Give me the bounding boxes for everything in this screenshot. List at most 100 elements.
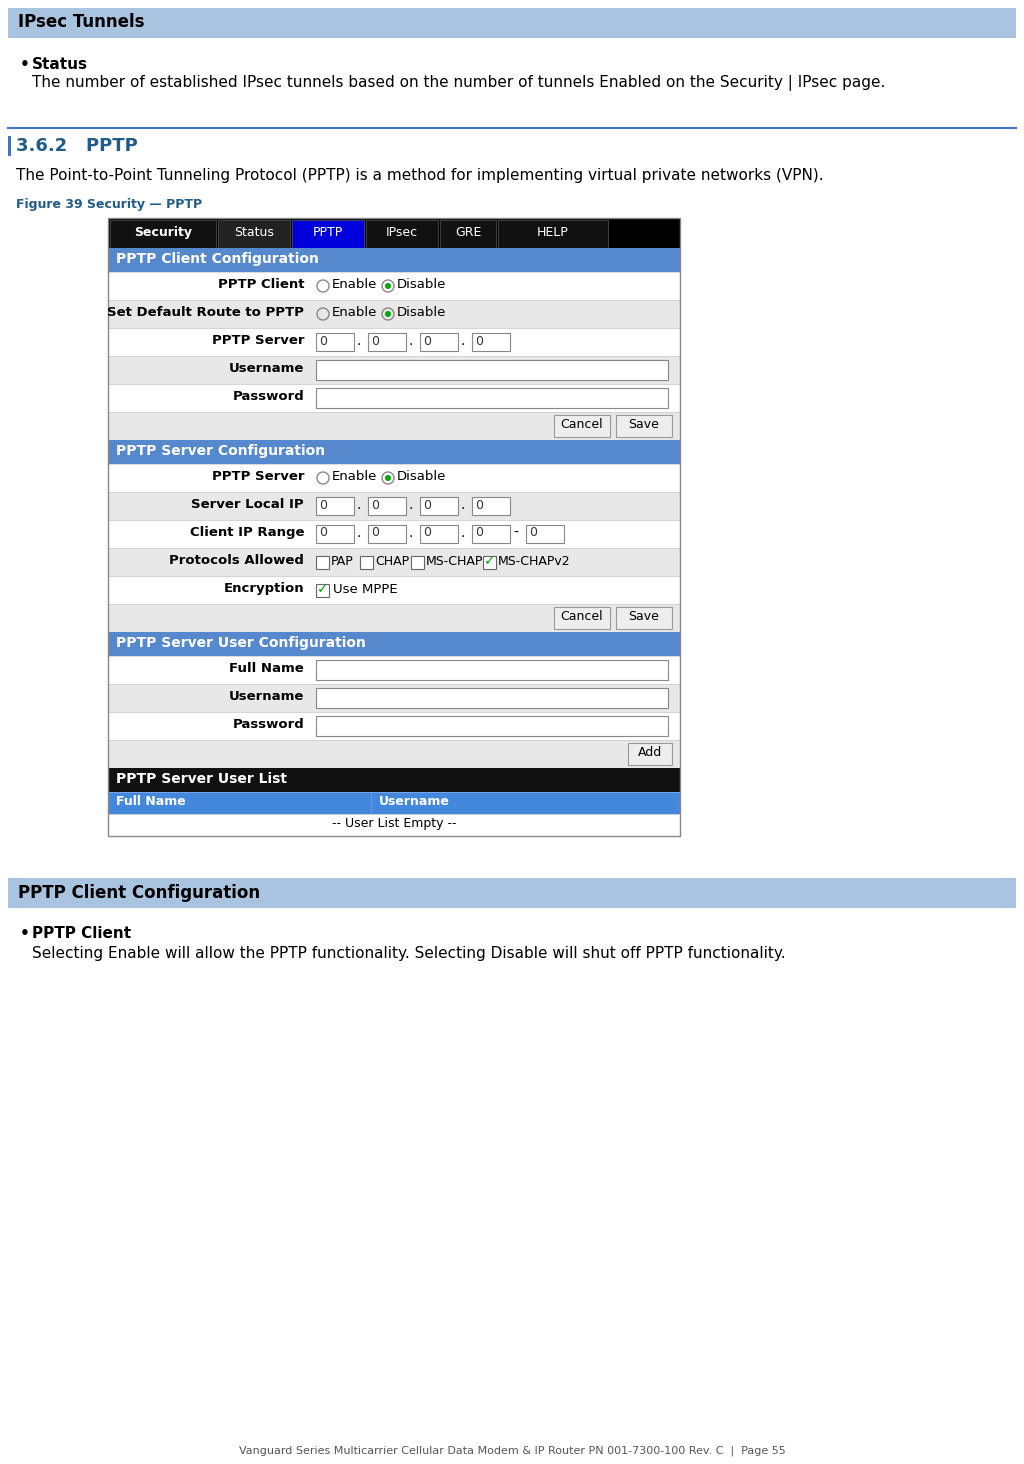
Bar xyxy=(420,496,458,515)
Text: Username: Username xyxy=(228,690,304,703)
Text: 3.6.2   PPTP: 3.6.2 PPTP xyxy=(16,138,138,155)
Bar xyxy=(8,7,1016,38)
Bar xyxy=(108,218,680,247)
Bar xyxy=(360,555,373,568)
Text: Protocols Allowed: Protocols Allowed xyxy=(169,553,304,567)
Text: ✓: ✓ xyxy=(317,583,329,596)
Text: MS-CHAP: MS-CHAP xyxy=(426,555,483,568)
Text: .: . xyxy=(356,498,360,512)
Bar xyxy=(218,220,290,247)
Text: Vanguard Series Multicarrier Cellular Data Modem & IP Router PN 001-7300-100 Rev: Vanguard Series Multicarrier Cellular Da… xyxy=(239,1445,785,1455)
Bar xyxy=(108,712,680,739)
Text: PPTP Server: PPTP Server xyxy=(212,470,304,483)
Bar xyxy=(108,272,680,300)
Text: PAP: PAP xyxy=(331,555,353,568)
Bar xyxy=(371,792,680,814)
Text: MS-CHAPv2: MS-CHAPv2 xyxy=(498,555,570,568)
Bar xyxy=(292,220,364,247)
Text: PPTP Client: PPTP Client xyxy=(32,927,131,941)
Text: Security: Security xyxy=(134,225,193,239)
Text: 0: 0 xyxy=(371,526,379,539)
Text: Cancel: Cancel xyxy=(561,419,603,430)
Bar xyxy=(108,247,680,272)
Text: PPTP Client Configuration: PPTP Client Configuration xyxy=(18,884,260,902)
Bar xyxy=(526,526,564,543)
Bar xyxy=(108,814,680,836)
Bar xyxy=(108,605,680,632)
Text: 0: 0 xyxy=(319,526,327,539)
Bar xyxy=(316,496,354,515)
Bar xyxy=(554,414,610,436)
Bar xyxy=(420,526,458,543)
Text: IPsec Tunnels: IPsec Tunnels xyxy=(18,13,144,31)
Bar xyxy=(366,220,438,247)
Bar xyxy=(316,660,668,679)
Text: .: . xyxy=(460,526,464,540)
Bar xyxy=(108,739,680,769)
Bar xyxy=(108,441,680,464)
Bar xyxy=(108,356,680,384)
Bar xyxy=(472,332,510,351)
Bar xyxy=(8,878,1016,908)
Bar xyxy=(628,744,672,766)
Bar xyxy=(554,608,610,630)
Text: Enable: Enable xyxy=(332,470,378,483)
Text: 0: 0 xyxy=(475,499,483,512)
Text: Disable: Disable xyxy=(397,306,446,319)
Bar xyxy=(316,716,668,736)
Text: Status: Status xyxy=(32,57,88,72)
Bar xyxy=(108,548,680,575)
Bar xyxy=(316,360,668,381)
Text: Cancel: Cancel xyxy=(561,610,603,624)
Text: 0: 0 xyxy=(475,335,483,348)
Text: GRE: GRE xyxy=(455,225,481,239)
Text: •: • xyxy=(20,57,30,72)
Bar xyxy=(472,526,510,543)
Text: The number of established IPsec tunnels based on the number of tunnels Enabled o: The number of established IPsec tunnels … xyxy=(32,75,886,91)
Bar xyxy=(108,464,680,492)
Text: 0: 0 xyxy=(371,335,379,348)
Text: Figure 39 Security — PPTP: Figure 39 Security — PPTP xyxy=(16,198,202,211)
Text: Password: Password xyxy=(232,717,304,731)
Text: Full Name: Full Name xyxy=(116,795,185,808)
Text: 0: 0 xyxy=(319,499,327,512)
Text: Server Local IP: Server Local IP xyxy=(191,498,304,511)
Text: PPTP Client Configuration: PPTP Client Configuration xyxy=(116,252,318,266)
Bar xyxy=(368,526,406,543)
Text: Disable: Disable xyxy=(397,278,446,291)
Text: PPTP Server: PPTP Server xyxy=(212,334,304,347)
Text: 0: 0 xyxy=(475,526,483,539)
Bar xyxy=(108,632,680,656)
Text: 0: 0 xyxy=(423,526,431,539)
Circle shape xyxy=(385,474,391,482)
Text: PPTP Server User List: PPTP Server User List xyxy=(116,772,287,786)
Bar xyxy=(316,388,668,408)
Circle shape xyxy=(385,310,391,318)
Text: Username: Username xyxy=(228,362,304,375)
Text: .: . xyxy=(356,526,360,540)
Text: .: . xyxy=(356,334,360,348)
Bar xyxy=(108,384,680,411)
Bar xyxy=(483,555,496,568)
Text: -: - xyxy=(513,526,518,540)
Text: PPTP Server Configuration: PPTP Server Configuration xyxy=(116,444,326,458)
Bar xyxy=(108,792,371,814)
Text: Save: Save xyxy=(629,419,659,430)
Text: 0: 0 xyxy=(319,335,327,348)
Bar xyxy=(316,555,329,568)
Bar xyxy=(108,520,680,548)
Text: The Point-to-Point Tunneling Protocol (PPTP) is a method for implementing virtua: The Point-to-Point Tunneling Protocol (P… xyxy=(16,168,823,183)
Bar xyxy=(108,769,680,792)
Text: Save: Save xyxy=(629,610,659,624)
Text: -- User List Empty --: -- User List Empty -- xyxy=(332,817,457,830)
Text: Enable: Enable xyxy=(332,306,378,319)
Text: •: • xyxy=(20,927,30,941)
Text: .: . xyxy=(408,334,413,348)
Bar xyxy=(368,496,406,515)
Text: 0: 0 xyxy=(423,335,431,348)
Bar xyxy=(108,656,680,684)
Text: .: . xyxy=(408,526,413,540)
Text: HELP: HELP xyxy=(538,225,569,239)
Text: Client IP Range: Client IP Range xyxy=(189,526,304,539)
Text: PPTP Server User Configuration: PPTP Server User Configuration xyxy=(116,635,366,650)
